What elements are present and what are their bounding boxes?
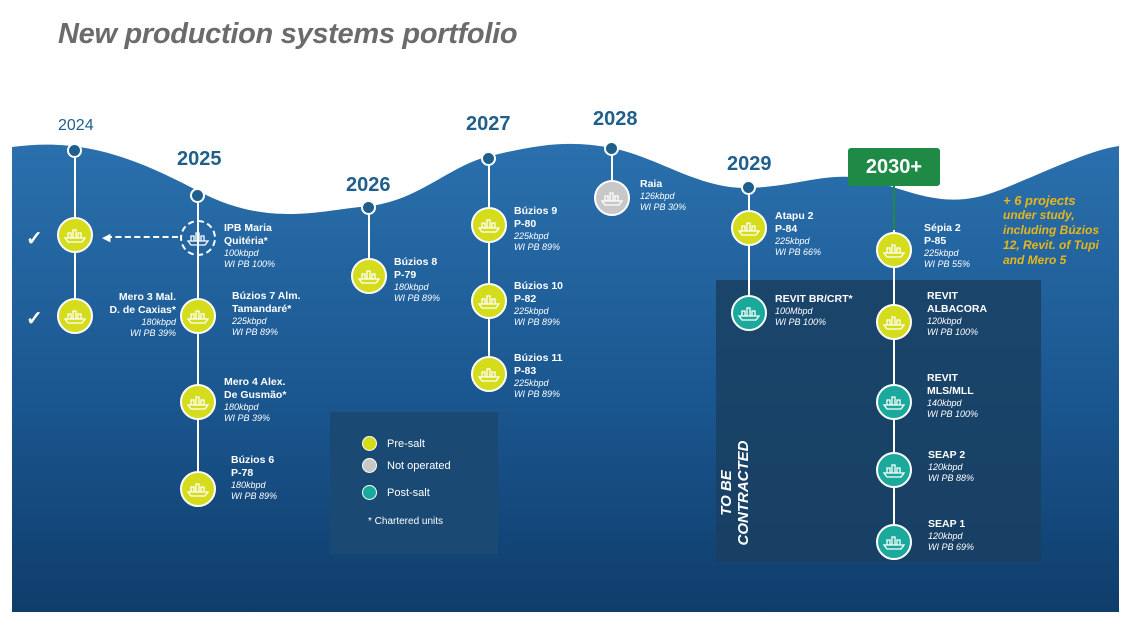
fpso-ship-icon (357, 270, 381, 284)
unit-buzios-7 (180, 298, 216, 334)
label-revit-mls-mll: REVIT MLS/MLL 140kbpd WI PB 100% (927, 372, 979, 419)
check-mark-icon: ✓ (26, 228, 43, 250)
unit-ipb-maria-quiteria (180, 220, 216, 256)
year-2030-plus-badge: 2030+ (848, 148, 940, 186)
year-2028: 2028 (593, 108, 638, 130)
label-buzios-6: Búzios 6 P-78 180kbpd WI PB 89% (231, 454, 278, 501)
dashed-arrow (106, 236, 178, 238)
fpso-ship-icon (737, 307, 761, 321)
label-buzios-10: Búzios 10 P-82 225kbpd WI PB 89% (514, 280, 564, 327)
legend-swatch-post-salt (362, 485, 377, 500)
unit-raia (594, 180, 630, 216)
timeline-stem-2026 (368, 208, 370, 276)
label-ipb-maria-quiteria: IPB Maria Quitéria* 100kbpd WI PB 100% (224, 222, 276, 269)
label-sepia-2: Sépia 2 P-85 225kbpd WI PB 55% (924, 222, 971, 269)
year-2024: 2024 (58, 117, 94, 134)
year-dot-2025 (190, 188, 205, 203)
fpso-ship-icon (186, 232, 210, 246)
unit-buzios-10 (471, 283, 507, 319)
fpso-ship-icon (186, 396, 210, 410)
label-seap-2: SEAP 2 120kbpd WI PB 88% (928, 449, 975, 483)
fpso-ship-icon (600, 192, 624, 206)
legend-post-salt: Post-salt (362, 485, 430, 500)
fpso-ship-icon (63, 310, 87, 324)
to-be-contracted-label: TO BE CONTRACTED (718, 440, 752, 546)
label-buzios-9: Búzios 9 P-80 225kbpd WI PB 89% (514, 205, 561, 252)
label-seap-1: SEAP 1 120kbpd WI PB 69% (928, 518, 975, 552)
timeline-stem-2028 (611, 149, 613, 194)
label-buzios-7: Búzios 7 Alm. Tamandaré* 225kbpd WI PB 89% (232, 290, 301, 337)
legend-not-operated: Not operated (362, 458, 451, 473)
label-mero-3: Mero 3 Mal. D. de Caxias* 180kbpd WI PB 39… (109, 291, 176, 338)
legend-swatch-not-operated (362, 458, 377, 473)
check-mark-icon: ✓ (26, 308, 43, 330)
unit-revit-br-crt (731, 295, 767, 331)
legend-label-pre-salt: Pre-salt (387, 437, 425, 450)
year-dot-2024 (67, 143, 82, 158)
fpso-ship-icon (882, 244, 906, 258)
legend-chartered-note: * Chartered units (368, 516, 444, 527)
label-buzios-11: Búzios 11 P-83 225kbpd WI PB 89% (514, 352, 563, 399)
unit-buzios-11 (471, 356, 507, 392)
fpso-ship-icon (882, 464, 906, 478)
fpso-ship-icon (477, 295, 501, 309)
year-dot-2029 (741, 180, 756, 195)
unit-mero-3 (57, 298, 93, 334)
unit-buzios-9 (471, 207, 507, 243)
unit-seap-1 (876, 524, 912, 560)
unit-sepia-2 (876, 232, 912, 268)
fpso-ship-icon (882, 316, 906, 330)
year-2025: 2025 (177, 148, 222, 170)
fpso-ship-icon (737, 222, 761, 236)
year-dot-2026 (361, 200, 376, 215)
timeline-stem-2030-green (893, 186, 895, 230)
unit-buzios-6 (180, 471, 216, 507)
label-revit-br-crt: REVIT BR/CRT* 100Mbpd WI PB 100% (775, 293, 853, 327)
label-raia: Raia 126kbpd WI PB 30% (640, 178, 687, 212)
label-buzios-8: Búzios 8 P-79 180kbpd WI PB 89% (394, 256, 441, 303)
projects-under-study-text: under study, including Búzios 12, Revit.… (1003, 208, 1099, 267)
fpso-ship-icon (882, 536, 906, 550)
unit-atapu-2 (731, 210, 767, 246)
projects-under-study-lead: + 6 projects (1003, 193, 1076, 208)
year-2029: 2029 (727, 153, 772, 175)
fpso-ship-icon (477, 368, 501, 382)
unit-mero-4 (180, 384, 216, 420)
legend: Pre-salt Not operated Post-salt * Charte… (330, 412, 498, 554)
year-2027: 2027 (466, 113, 511, 135)
page-title: New production systems portfolio (58, 18, 518, 50)
projects-under-study-note: + 6 projects under study, including Búzi… (1003, 193, 1115, 268)
fpso-ship-icon (882, 396, 906, 410)
arrow-left-icon: ◀ (102, 232, 111, 244)
label-revit-albacora: REVIT ALBACORA 120kbpd WI PB 100% (927, 290, 988, 337)
year-dot-2028 (604, 141, 619, 156)
unit-mero-2 (57, 217, 93, 253)
unit-seap-2 (876, 452, 912, 488)
year-2026: 2026 (346, 174, 391, 196)
fpso-ship-icon (477, 219, 501, 233)
timeline-stem-2029 (748, 188, 750, 313)
label-atapu-2: Atapu 2 P-84 225kbpd WI PB 66% (775, 210, 822, 257)
fpso-ship-icon (63, 229, 87, 243)
unit-buzios-8 (351, 258, 387, 294)
unit-revit-albacora (876, 304, 912, 340)
legend-label-post-salt: Post-salt (387, 486, 430, 499)
year-dot-2027 (481, 151, 496, 166)
legend-swatch-pre-salt (362, 436, 377, 451)
fpso-ship-icon (186, 310, 210, 324)
legend-pre-salt: Pre-salt (362, 436, 425, 451)
fpso-ship-icon (186, 483, 210, 497)
timeline-stem-2025 (197, 196, 199, 490)
label-mero-4: Mero 4 Alex. De Gusmão* 180kbpd WI PB 39% (224, 376, 287, 423)
timeline-stem-2027 (488, 159, 490, 374)
unit-revit-mls-mll (876, 384, 912, 420)
legend-label-not-operated: Not operated (387, 459, 451, 472)
